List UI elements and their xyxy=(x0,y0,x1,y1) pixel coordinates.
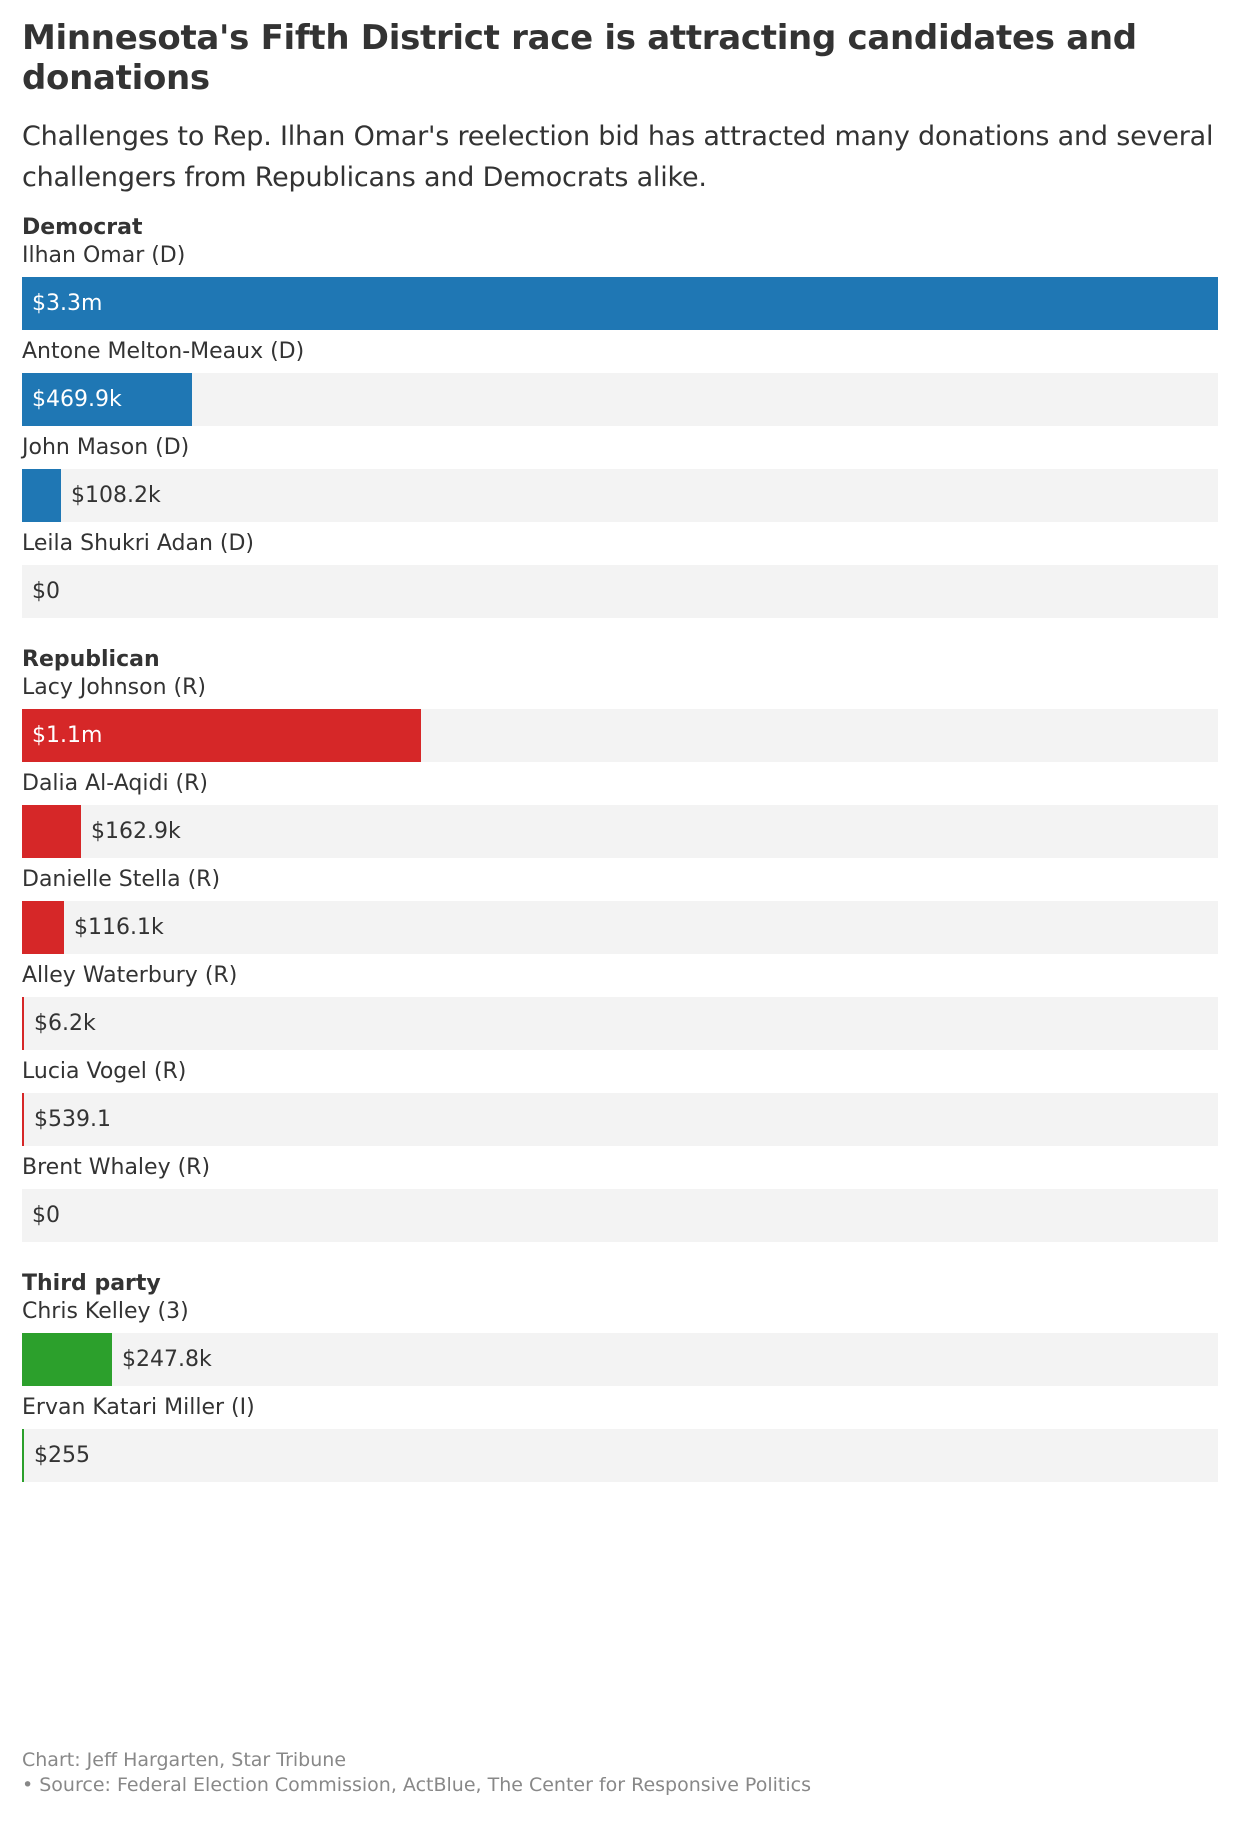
candidate-label: Lucia Vogel (R) xyxy=(22,1059,187,1084)
bar xyxy=(22,469,61,522)
bar xyxy=(22,1333,112,1386)
value-label: $3.3m xyxy=(32,291,103,316)
bar-track: $0 xyxy=(22,1189,1218,1242)
candidate-label: Brent Whaley (R) xyxy=(22,1155,211,1180)
bar xyxy=(22,709,421,762)
bar-track: $6.2k xyxy=(22,997,1218,1050)
bar xyxy=(22,901,64,954)
candidate-label: Antone Melton-Meaux (D) xyxy=(22,339,305,364)
bar-groups: Democrat Ilhan Omar (D) $3.3m Antone Melton… xyxy=(22,214,1218,1482)
bar-track: $539.1 xyxy=(22,1093,1218,1146)
bar-row: John Mason (D) $108.2k xyxy=(22,410,1218,522)
chart-subtitle: Challenges to Rep. Ilhan Omar's reelecti… xyxy=(22,121,1214,193)
bar-track: $255 xyxy=(22,1429,1218,1482)
group-democrat: Democrat Ilhan Omar (D) $3.3m Antone Melton… xyxy=(22,214,1218,618)
bar-row: Danielle Stella (R) $116.1k xyxy=(22,842,1218,954)
group-label: Republican xyxy=(22,647,160,672)
bar xyxy=(22,373,192,426)
candidate-label: Leila Shukri Adan (D) xyxy=(22,531,254,556)
chart-title: Minnesota's Fifth District race is attra… xyxy=(22,18,1137,98)
bar-row: Lucia Vogel (R) $539.1 xyxy=(22,1034,1218,1146)
value-label: $162.9k xyxy=(91,819,181,844)
chart-footer: Chart: Jeff Hargarten, Star Tribune • So… xyxy=(22,1748,811,1798)
value-label: $6.2k xyxy=(34,1011,96,1036)
bar xyxy=(22,1429,24,1482)
bar-row: Antone Melton-Meaux (D) $469.9k xyxy=(22,314,1218,426)
value-label: $0 xyxy=(32,579,60,604)
value-label: $108.2k xyxy=(71,483,161,508)
candidate-label: Dalia Al-Aqidi (R) xyxy=(22,771,209,796)
bar-row: Dalia Al-Aqidi (R) $162.9k xyxy=(22,746,1218,858)
value-label: $1.1m xyxy=(32,723,103,748)
bar-row: Alley Waterbury (R) $6.2k xyxy=(22,938,1218,1050)
value-label: $469.9k xyxy=(32,387,122,412)
bar-row: Leila Shukri Adan (D) $0 xyxy=(22,506,1218,618)
chart-credit: Chart: Jeff Hargarten, Star Tribune xyxy=(22,1749,347,1771)
candidate-label: Lacy Johnson (R) xyxy=(22,675,206,700)
bar xyxy=(22,805,81,858)
value-label: $539.1 xyxy=(34,1107,111,1132)
bar-track: $162.9k xyxy=(22,805,1218,858)
bar-row: Ilhan Omar (D) $3.3m xyxy=(22,218,1218,330)
group-label: Third party xyxy=(22,1271,161,1296)
value-label: $247.8k xyxy=(122,1347,212,1372)
candidate-label: Ervan Katari Miller (I) xyxy=(22,1395,255,1420)
bar-track: $3.3m xyxy=(22,277,1218,330)
candidate-label: Chris Kelley (3) xyxy=(22,1299,189,1324)
group-label: Democrat xyxy=(22,215,143,240)
bar xyxy=(22,277,1218,330)
group-republican: Republican Lacy Johnson (R) $1.1m Dalia Al-… xyxy=(22,646,1218,1242)
bar-row: Chris Kelley (3) $247.8k xyxy=(22,1274,1218,1386)
value-label: $116.1k xyxy=(74,915,164,940)
candidate-label: John Mason (D) xyxy=(22,435,190,460)
bar xyxy=(22,1093,24,1146)
bar-row: Lacy Johnson (R) $1.1m xyxy=(22,650,1218,762)
bar-track: $1.1m xyxy=(22,709,1218,762)
value-label: $255 xyxy=(34,1443,90,1468)
bar-track: $469.9k xyxy=(22,373,1218,426)
value-label: $0 xyxy=(32,1203,60,1228)
bar-track: $108.2k xyxy=(22,469,1218,522)
bar-track: $116.1k xyxy=(22,901,1218,954)
bar xyxy=(22,997,24,1050)
bar-row: Ervan Katari Miller (I) $255 xyxy=(22,1370,1218,1482)
bar-row: Brent Whaley (R) $0 xyxy=(22,1130,1218,1242)
chart-source: • Source: Federal Election Commission, A… xyxy=(22,1774,811,1796)
chart-container: Minnesota's Fifth District race is attra… xyxy=(22,18,1218,1482)
bar-track: $0 xyxy=(22,565,1218,618)
bar-track: $247.8k xyxy=(22,1333,1218,1386)
group-third-party: Third party Chris Kelley (3) $247.8k Ervan … xyxy=(22,1270,1218,1482)
candidate-label: Ilhan Omar (D) xyxy=(22,243,186,268)
candidate-label: Danielle Stella (R) xyxy=(22,867,221,892)
candidate-label: Alley Waterbury (R) xyxy=(22,963,238,988)
